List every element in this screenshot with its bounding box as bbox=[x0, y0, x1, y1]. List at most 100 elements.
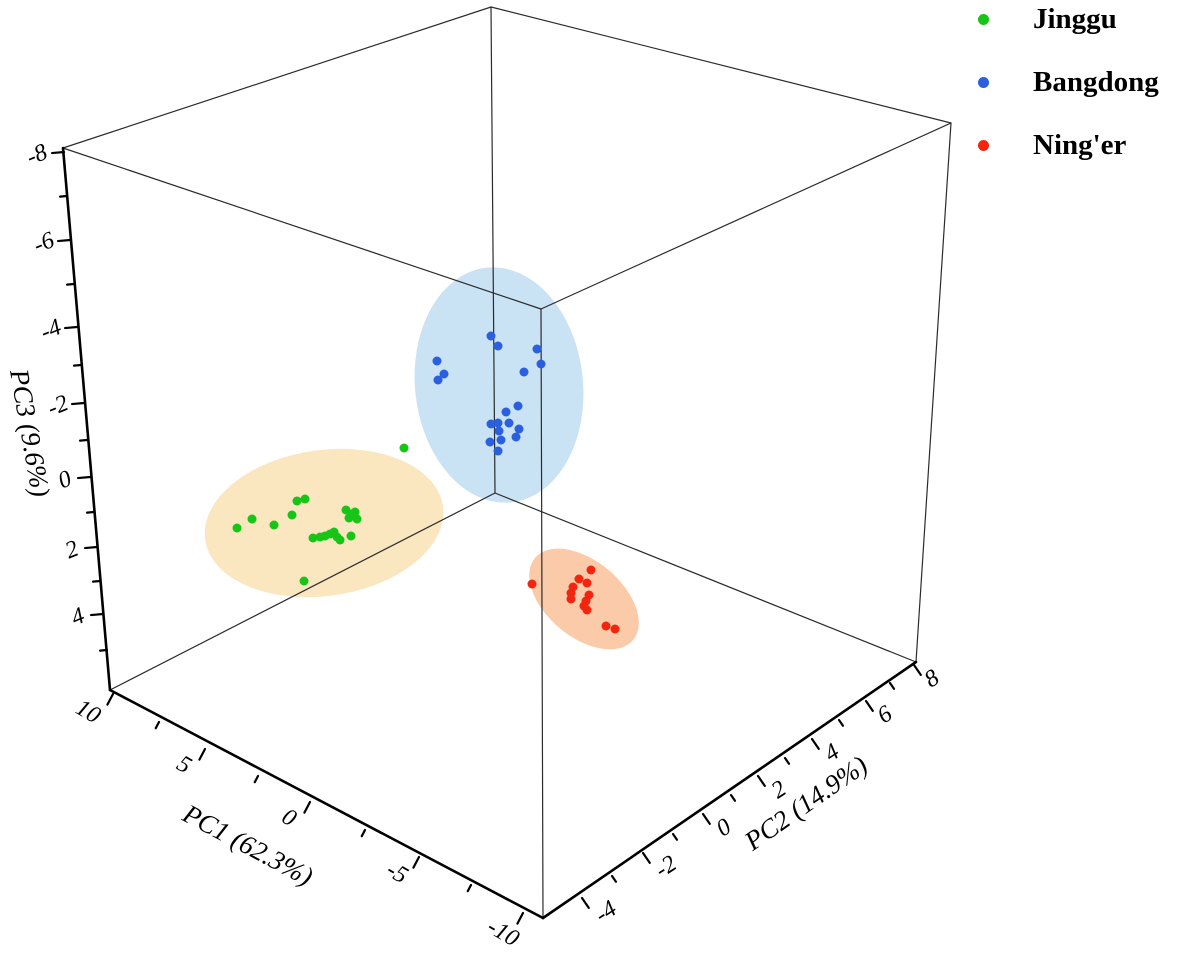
scatter-point-jinggu bbox=[399, 443, 409, 453]
scatter-point-bangdong bbox=[485, 437, 495, 447]
pc1-major-tick bbox=[198, 747, 207, 761]
scatter-point-jinggu bbox=[299, 576, 309, 586]
pc3-tick-label: -8 bbox=[23, 139, 51, 171]
pc2-major-tick bbox=[810, 737, 820, 751]
edge-top-back-right bbox=[490, 6, 952, 124]
pc1-minor-tick bbox=[466, 883, 473, 893]
scatter-point-ninger bbox=[582, 605, 592, 615]
pc2-major-tick bbox=[580, 896, 590, 910]
jinggu-cluster-ellipse bbox=[204, 448, 444, 598]
pc3-minor-tick bbox=[72, 363, 83, 367]
pc3-major-tick bbox=[50, 150, 66, 155]
edge-bottom-back-left bbox=[109, 492, 496, 691]
pc2-major-tick bbox=[864, 699, 874, 713]
pc3-minor-tick bbox=[85, 510, 96, 514]
scatter-point-bangdong bbox=[486, 419, 496, 429]
pc1-major-tick bbox=[106, 692, 115, 706]
scatter-point-jinggu bbox=[269, 520, 279, 530]
scatter-point-bangdong bbox=[439, 369, 449, 379]
pc3-minor-tick bbox=[91, 579, 102, 583]
pc3-minor-tick bbox=[98, 648, 109, 652]
legend-label-jinggu: Jinggu bbox=[1033, 2, 1117, 35]
pc2-tick-label: 0 bbox=[712, 814, 736, 842]
pc3-major-tick bbox=[89, 612, 105, 617]
pc1-minor-tick bbox=[360, 828, 367, 838]
legend-item-jinggu: Jinggu bbox=[978, 2, 1159, 36]
pc3-major-tick bbox=[83, 545, 99, 550]
pc2-major-tick bbox=[641, 851, 651, 865]
pc2-major-tick bbox=[912, 663, 922, 677]
ninger-legend-dot-icon bbox=[978, 139, 989, 151]
pc3-tick-label: 4 bbox=[68, 603, 89, 632]
scatter-point-bangdong bbox=[504, 418, 514, 428]
pc2-tick-label: -4 bbox=[591, 896, 622, 929]
pc3-major-tick bbox=[70, 401, 86, 406]
pc1-tick-label: -5 bbox=[382, 857, 412, 890]
scatter-point-ninger bbox=[601, 621, 611, 631]
pc3-axis-title: PC3 (9.6%) bbox=[4, 366, 56, 499]
legend-label-bangdong: Bangdong bbox=[1033, 65, 1159, 98]
legend: Jinggu Bangdong Ning'er bbox=[978, 2, 1159, 162]
pc1-major-tick bbox=[303, 800, 312, 814]
edge-top-left-back bbox=[62, 6, 492, 149]
pc2-tick-label: 6 bbox=[873, 701, 897, 729]
pc1-minor-tick bbox=[154, 720, 161, 730]
pc2-minor-tick bbox=[729, 793, 737, 802]
edge-vertical-right bbox=[915, 122, 952, 663]
scatter-point-bangdong bbox=[486, 331, 496, 341]
pc2-minor-tick bbox=[783, 756, 791, 765]
axis-line-pc2 bbox=[541, 660, 918, 920]
scatter-point-bangdong bbox=[532, 344, 542, 354]
pc2-tick-label: -2 bbox=[651, 851, 682, 884]
edge-vertical-back bbox=[490, 6, 496, 494]
scatter-point-jinggu bbox=[287, 510, 297, 520]
pc1-minor-tick bbox=[253, 774, 260, 784]
pc3-major-tick bbox=[56, 238, 72, 243]
pc3-major-tick bbox=[63, 325, 79, 330]
jinggu-legend-dot-icon bbox=[978, 13, 989, 25]
scatter-point-bangdong bbox=[493, 446, 503, 456]
pc3-minor-tick bbox=[58, 194, 69, 198]
scatter-point-jinggu bbox=[308, 533, 318, 543]
scatter-point-ninger bbox=[527, 579, 537, 589]
scatter-point-ninger bbox=[582, 578, 592, 588]
scatter-point-bangdong bbox=[432, 356, 442, 366]
scatter-point-jinggu bbox=[300, 494, 310, 504]
scatter-point-bangdong bbox=[519, 367, 529, 377]
scatter-point-ninger bbox=[574, 574, 584, 584]
pc2-minor-tick bbox=[837, 718, 845, 727]
pc3-minor-tick bbox=[78, 438, 89, 442]
pc1-tick-label: 0 bbox=[277, 804, 300, 833]
scatter-point-jinggu bbox=[347, 509, 357, 519]
scatter-point-jinggu bbox=[346, 531, 356, 541]
legend-item-bangdong: Bangdong bbox=[978, 65, 1159, 99]
axis-line-pc3 bbox=[61, 146, 112, 692]
pc3-tick-label: -4 bbox=[37, 314, 65, 346]
scatter-point-ninger bbox=[610, 624, 620, 634]
bangdong-cluster-ellipse bbox=[414, 267, 584, 503]
edge-top-left-front bbox=[62, 147, 542, 310]
edge-top-front-right bbox=[540, 122, 952, 310]
scatter-point-jinggu bbox=[335, 535, 345, 545]
pc3-minor-tick bbox=[65, 282, 76, 286]
edge-vertical-front bbox=[540, 308, 544, 919]
pc2-major-tick bbox=[756, 774, 766, 788]
pc1-tick-label: -10 bbox=[483, 914, 524, 953]
pc1-tick-label: 10 bbox=[71, 695, 105, 730]
pc3-tick-label: 2 bbox=[62, 536, 83, 565]
pc2-tick-label: 8 bbox=[920, 665, 944, 693]
scatter-point-bangdong bbox=[536, 359, 546, 369]
pc1-major-tick bbox=[412, 855, 421, 869]
legend-label-ninger: Ning'er bbox=[1033, 128, 1127, 161]
pc1-major-tick bbox=[516, 911, 525, 925]
scatter-point-bangdong bbox=[493, 418, 503, 428]
pc2-axis-title: PC2 (14.9%) bbox=[738, 750, 873, 857]
pc2-major-tick bbox=[701, 812, 711, 826]
pc3-tick-label: -2 bbox=[44, 390, 72, 422]
scatter-point-jinggu bbox=[232, 523, 242, 533]
axis-line-pc1 bbox=[108, 688, 545, 920]
scatter-point-jinggu bbox=[247, 514, 257, 524]
scatter-point-bangdong bbox=[493, 341, 503, 351]
